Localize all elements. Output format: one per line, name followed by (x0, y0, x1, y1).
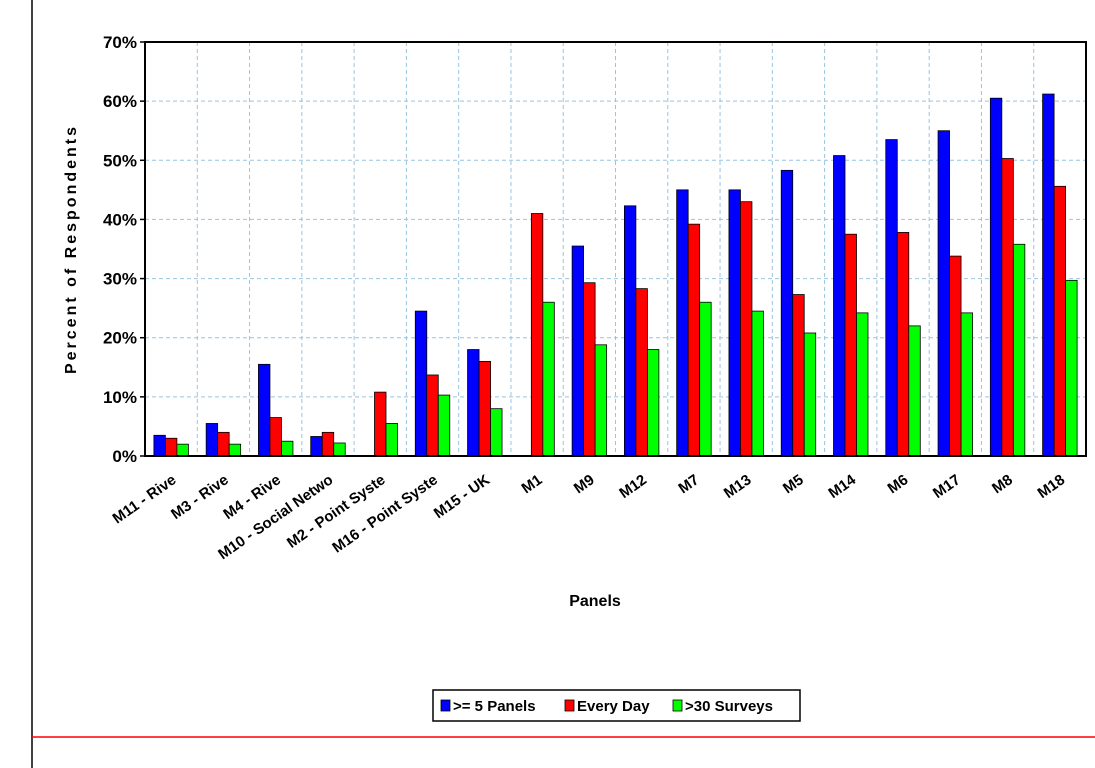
bar (908, 325, 921, 457)
bar (374, 391, 387, 457)
bar (1042, 93, 1055, 457)
bar (856, 312, 869, 457)
x-tick-label: M7 (675, 471, 702, 497)
bar (153, 434, 166, 457)
bar (989, 97, 1003, 457)
x-tick-label: M18 (1034, 471, 1068, 502)
bar (623, 205, 637, 457)
x-tick-label: M14 (825, 471, 859, 502)
legend-swatch (564, 699, 575, 712)
bar (792, 294, 805, 457)
bar (281, 440, 294, 457)
x-tick-label: M15 - UK (431, 471, 493, 522)
bar (530, 213, 544, 457)
x-tick-label: M11 - Rive (110, 471, 180, 527)
legend-swatch (672, 699, 683, 712)
bar (751, 310, 764, 457)
x-tick-label: M12 (616, 471, 650, 502)
bar (676, 189, 689, 457)
bar (833, 155, 846, 457)
x-axis-title: Panels (569, 593, 621, 610)
bar (780, 169, 794, 457)
bar (414, 310, 428, 457)
bar (1065, 279, 1078, 457)
bar (478, 360, 491, 457)
x-tick-label: M6 (884, 471, 911, 497)
x-tick-label: M8 (989, 471, 1016, 497)
bar (310, 436, 323, 457)
x-tick-label: M1 (519, 471, 546, 497)
bar (426, 374, 439, 457)
x-tick-label: M13 (721, 471, 755, 502)
bar (583, 282, 596, 457)
bar (1001, 158, 1014, 457)
bar (699, 301, 712, 457)
bar (594, 344, 608, 457)
bar (321, 431, 335, 457)
bars (153, 93, 1078, 457)
bar (490, 408, 503, 457)
legend-label: >= 5 Panels (453, 698, 536, 715)
bar (937, 130, 950, 457)
x-tick-label: M5 (780, 471, 807, 497)
bar (740, 201, 753, 457)
bar (164, 437, 178, 457)
legend-swatch (440, 699, 451, 712)
bar (467, 349, 480, 457)
bar (885, 139, 898, 457)
y-tick-label: 50% (103, 151, 137, 170)
y-tick-label: 40% (103, 210, 137, 229)
bar (646, 349, 660, 457)
bar (803, 332, 817, 457)
bar (844, 233, 857, 457)
legend-box (432, 689, 801, 722)
bar (949, 255, 962, 457)
bar (896, 232, 910, 457)
bar (205, 423, 219, 457)
grid (145, 41, 1086, 457)
y-tick-label: 30% (103, 270, 137, 289)
bar (542, 301, 555, 457)
y-axis-title: Percent of Respondents (63, 124, 80, 374)
bar (176, 443, 189, 457)
y-tick-label: 70% (103, 33, 137, 52)
bar (1053, 185, 1067, 457)
x-tick-label: M9 (571, 471, 598, 497)
y-tick-label: 20% (103, 329, 137, 348)
bar (333, 442, 346, 457)
bar (960, 312, 973, 457)
bar (228, 443, 242, 457)
legend-label: Every Day (577, 698, 650, 715)
y-tick-label: 10% (103, 388, 137, 407)
y-tick-label: 0% (112, 447, 137, 466)
x-tick-label: M17 (930, 471, 964, 502)
legend: >= 5 Panels Every Day >30 Surveys (440, 698, 773, 715)
x-tick-label: M3 - Rive (168, 471, 232, 523)
y-tick-label: 60% (103, 92, 137, 111)
legend-label: >30 Surveys (685, 698, 773, 715)
bar (728, 189, 741, 457)
bar (687, 223, 701, 457)
bar (571, 245, 585, 457)
bar (258, 363, 271, 457)
bar (635, 288, 648, 457)
bar (217, 431, 230, 457)
bar (1012, 243, 1026, 457)
bar (269, 417, 282, 457)
bar (385, 423, 398, 457)
bar (437, 394, 451, 457)
